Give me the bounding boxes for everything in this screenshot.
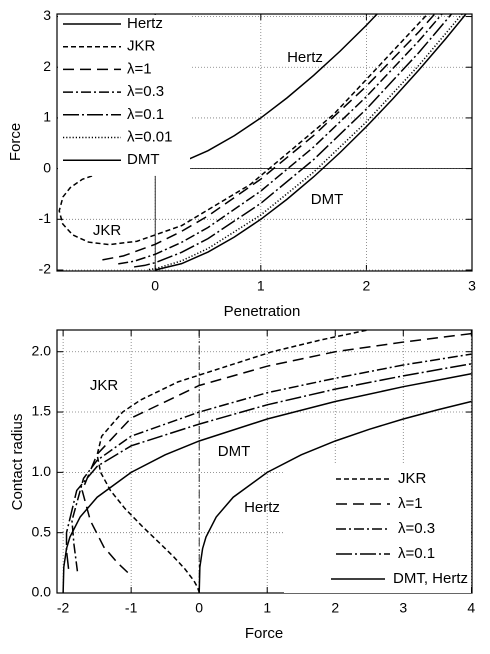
y-tick-label: 1.0: [32, 463, 52, 479]
series-line: [96, 330, 368, 593]
annotation: Hertz: [287, 49, 323, 66]
x-tick-label: -2: [57, 600, 70, 616]
x-axis-label: Force: [245, 625, 283, 642]
y-tick-label: 2: [43, 58, 51, 74]
legend-label: λ=1: [398, 495, 423, 512]
series-line: [62, 373, 472, 593]
series-line: [118, 14, 444, 265]
series-line: [148, 14, 464, 271]
x-tick-label: 4: [467, 600, 475, 616]
annotation: Hertz: [244, 499, 280, 516]
y-axis-label: Contact radius: [9, 414, 26, 511]
legend-label: λ=1: [127, 60, 152, 77]
x-tick-label: -1: [125, 600, 138, 616]
series-line: [133, 14, 453, 268]
legend-label: DMT, Hertz: [393, 570, 468, 587]
annotation: DMT: [218, 443, 251, 460]
x-tick-label: 0: [151, 278, 159, 294]
x-tick-label: 3: [468, 278, 476, 294]
legend-label: λ=0.01: [127, 128, 172, 145]
legend-label: λ=0.1: [398, 545, 435, 562]
x-tick-label: 1: [263, 600, 271, 616]
legend-label: λ=0.3: [398, 520, 435, 537]
x-axis-label: Penetration: [224, 303, 301, 320]
legend-box: [58, 15, 190, 176]
annotation: JKR: [93, 222, 122, 239]
y-tick-label: 1: [43, 109, 51, 125]
series-line: [65, 363, 472, 569]
series-line: [155, 14, 379, 170]
x-tick-label: 2: [331, 600, 339, 616]
x-tick-label: 0: [195, 600, 203, 616]
legend-label: JKR: [127, 38, 156, 55]
series-line: [71, 353, 472, 572]
y-tick-label: 0.5: [32, 523, 52, 539]
y-tick-label: 1.5: [32, 403, 52, 419]
legend-label: Hertz: [127, 15, 163, 32]
series-line: [155, 14, 467, 271]
series-line: [102, 14, 436, 261]
series-line: [81, 332, 472, 574]
legend-label: JKR: [398, 470, 427, 487]
legend-label: λ=0.1: [127, 106, 164, 123]
plot-frame: [56, 13, 473, 272]
annotation: DMT: [311, 191, 344, 208]
y-tick-label: 3: [43, 7, 51, 23]
y-tick-label: -2: [39, 261, 52, 277]
y-tick-label: 0.0: [32, 584, 52, 600]
legend-label: DMT: [127, 151, 160, 168]
annotation: JKR: [90, 377, 119, 394]
y-axis-label: Force: [7, 123, 24, 161]
panel: 0 1 2 3 -2 -1 0 1 2 3 Penetration Force Hertz JKR DMT H…: [7, 7, 476, 320]
panel: -2 -1 0 1 2 3 4 0.0 0.5 1.0 1.5 2.0 Force Contact rad…: [9, 329, 475, 642]
legend-label: λ=0.3: [127, 83, 164, 100]
plot-frame: [56, 329, 473, 594]
x-tick-label: 1: [257, 278, 265, 294]
x-tick-label: 3: [399, 600, 407, 616]
y-tick-label: 0: [43, 159, 51, 175]
x-tick-label: 2: [363, 278, 371, 294]
y-tick-label: -1: [39, 210, 52, 226]
y-tick-label: 2.0: [32, 342, 52, 358]
